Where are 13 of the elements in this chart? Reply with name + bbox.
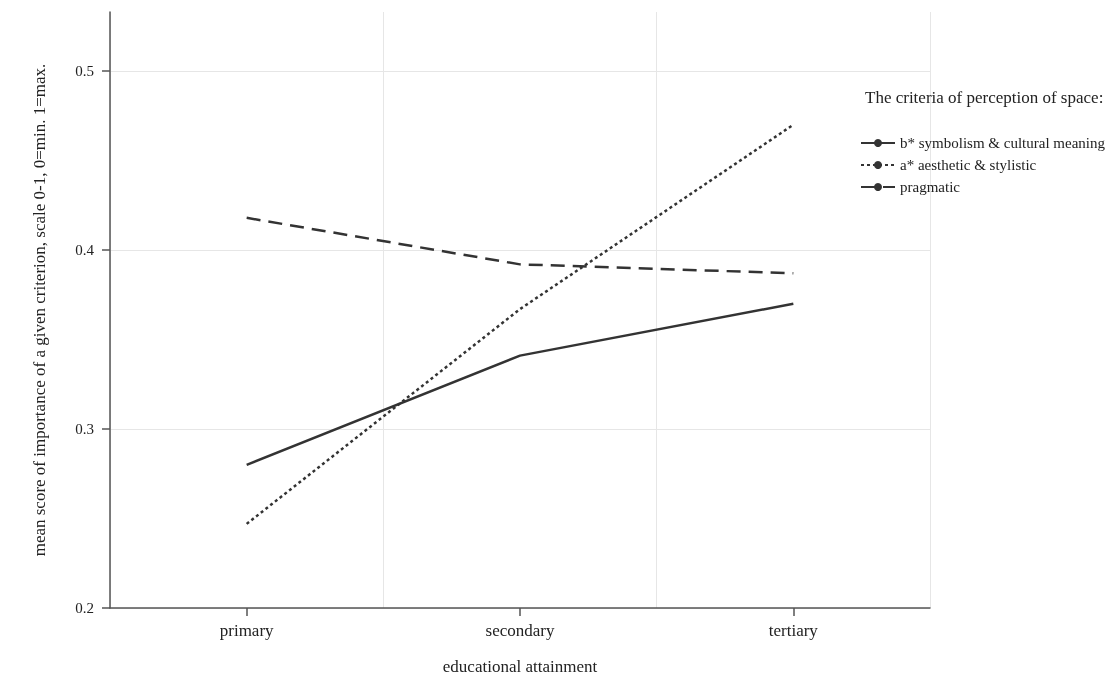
y-axis-title: mean score of importance of a given criterion, scale 0-1, 0=min. 1=max.: [29, 63, 49, 557]
y-tick-label: 0.5: [75, 63, 94, 80]
y-tick-label: 0.4: [75, 242, 95, 259]
x-axis-title: educational attainment: [442, 657, 598, 676]
y-tick-label: 0.2: [75, 600, 94, 616]
y-tick-label: 0.3: [75, 421, 94, 438]
legend-label: a* aesthetic & stylistic: [900, 157, 1037, 173]
x-tick-label: primary: [219, 621, 275, 640]
x-tick-label: secondary: [485, 621, 555, 640]
x-tick-label: tertiary: [768, 621, 819, 640]
legend-label: b* symbolism & cultural meaning: [900, 135, 1106, 151]
legend-label: pragmatic: [900, 179, 961, 195]
legend-title: The criteria of perception of space:: [865, 88, 1104, 107]
